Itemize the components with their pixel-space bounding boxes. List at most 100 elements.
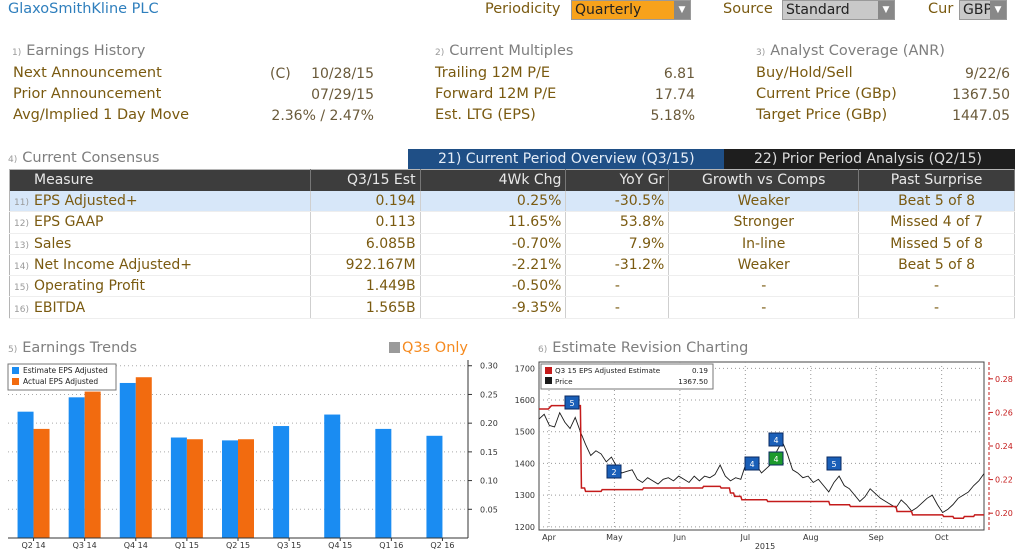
plot-frame (538, 361, 985, 531)
row-number: 15) (14, 283, 29, 294)
surprise-cell: Beat 5 of 8 (858, 190, 1015, 213)
actual-bar (238, 439, 254, 538)
event-marker-label: 4 (773, 436, 778, 445)
section-title: Analyst Coverage (ANR) (770, 43, 945, 59)
table-row[interactable]: 12) EPS GAAP 0.113 11.65% 53.8% Stronger Misse… (9, 211, 1015, 234)
change-cell: -9.35% (420, 296, 567, 319)
change-cell: 0.25% (420, 190, 567, 213)
y-tick-label: 0.05 (480, 505, 498, 514)
measure-name[interactable]: Sales (34, 235, 72, 252)
buy-hold-sell-value: 9/22/6 (964, 66, 1010, 82)
checkbox-icon[interactable] (389, 342, 400, 353)
estimate-cell: 922.167M (310, 254, 421, 277)
event-marker-label: 4 (773, 455, 778, 464)
x-tick-label: Q1 16 (379, 541, 403, 550)
growth-cell: - (668, 275, 860, 298)
chevron-down-icon[interactable]: ▼ (674, 1, 690, 19)
legend-value-price: 1367.50 (678, 377, 708, 386)
yoy-cell: 7.9% (565, 233, 670, 255)
forward-pe-label: Forward 12M P/E (435, 86, 557, 102)
estimate-bar (222, 440, 238, 538)
tab-prior-period-analysis[interactable]: 22) Prior Period Analysis (Q2/15) (724, 149, 1015, 169)
growth-cell: Stronger (668, 211, 860, 234)
legend-value-estimate: 0.19 (692, 366, 708, 375)
current-multiples-heading[interactable]: 2) Current Multiples (435, 43, 573, 59)
left-y-tick-label: 1500 (515, 428, 535, 437)
buy-hold-sell-label: Buy/Hold/Sell (756, 65, 853, 81)
legend-label-estimate: Q3 15 EPS Adjusted Estimate (555, 366, 661, 375)
analyst-coverage-heading[interactable]: 3) Analyst Coverage (ANR) (756, 43, 945, 59)
chevron-down-icon[interactable]: ▼ (878, 1, 894, 19)
actual-bar (33, 428, 50, 538)
measure-name[interactable]: Operating Profit (34, 278, 145, 295)
tab-current-period-overview[interactable]: 21) Current Period Overview (Q3/15) (408, 149, 724, 169)
column-header-growth-vs-comps[interactable]: Growth vs Comps (668, 169, 860, 191)
row-number: 14) (14, 262, 29, 273)
column-header-past-surprise[interactable]: Past Surprise (858, 169, 1015, 191)
periodicity-dropdown[interactable]: Quarterly ▼ (571, 0, 691, 20)
legend-swatch-actual (12, 378, 19, 385)
measure-name[interactable]: EPS Adjusted+ (34, 192, 138, 209)
row-number: 13) (14, 240, 29, 251)
x-tick-label: Sep (869, 533, 884, 542)
event-marker-box (744, 456, 760, 471)
estimate-cell: 6.085B (310, 233, 421, 255)
measure-cell: 13) Sales (9, 233, 311, 255)
current-price-value: 1367.50 (952, 87, 1010, 103)
left-y-tick-label: 1600 (515, 396, 535, 405)
right-y-tick-label: 0.22 (995, 476, 1013, 485)
current-consensus-heading[interactable]: 4) Current Consensus (8, 150, 159, 166)
change-cell: -2.21% (420, 254, 567, 277)
table-row[interactable]: 16) EBITDA 1.565B -9.35% - - - (9, 296, 1015, 319)
event-marker-label: 5 (831, 460, 836, 469)
earnings-trends-heading[interactable]: 5) Earnings Trends (8, 340, 137, 356)
yoy-cell: -30.5% (565, 190, 670, 213)
chevron-down-icon[interactable]: ▼ (990, 1, 1006, 19)
current-price-label: Current Price (GBp) (756, 86, 897, 102)
q3s-only-label: Q3s Only (402, 340, 469, 356)
earnings-history-heading[interactable]: 1) Earnings History (12, 43, 145, 59)
measure-name[interactable]: EBITDA (34, 299, 86, 316)
estimate-bar (17, 411, 34, 538)
change-cell: -0.50% (420, 275, 567, 298)
table-row[interactable]: 14) Net Income Adjusted+ 922.167M -2.21% -31… (9, 254, 1015, 277)
event-marker: 2 (606, 464, 622, 479)
x-tick-label: Q4 15 (328, 541, 352, 550)
x-tick-label: Q2 16 (430, 541, 454, 550)
estimate-cell: 0.113 (310, 211, 421, 234)
column-header-4wk-change[interactable]: 4Wk Chg (420, 169, 567, 191)
left-y-tick-label: 1300 (515, 491, 535, 500)
currency-dropdown[interactable]: GBP ▼ (959, 0, 1007, 20)
column-header-yoy-growth[interactable]: YoY Gr (565, 169, 670, 191)
company-name[interactable]: GlaxoSmithKline PLC (8, 1, 159, 17)
est-ltg-label: Est. LTG (EPS) (435, 107, 536, 123)
yoy-cell: - (565, 275, 670, 298)
currency-label: Cur (928, 1, 954, 17)
price-line (538, 411, 985, 514)
row-number: 11) (14, 197, 29, 208)
column-header-estimate[interactable]: Q3/15 Est (310, 169, 421, 191)
section-number: 5) (8, 345, 18, 355)
event-marker-box (826, 456, 842, 471)
q3s-only-toggle[interactable]: Q3s Only (389, 340, 468, 356)
table-row[interactable]: 11) EPS Adjusted+ 0.194 0.25% -30.5% Weaker Be… (9, 190, 1015, 213)
estimate-revision-heading[interactable]: 6) Estimate Revision Charting (538, 340, 748, 356)
est-ltg-value: 5.18% (650, 108, 695, 124)
measure-cell: 14) Net Income Adjusted+ (9, 254, 311, 277)
estimate-cell: 1.449B (310, 275, 421, 298)
right-y-tick-label: 0.20 (995, 509, 1013, 518)
measure-name[interactable]: EPS GAAP (34, 214, 104, 231)
table-row[interactable]: 15) Operating Profit 1.449B -0.50% - - - (9, 275, 1015, 298)
source-dropdown[interactable]: Standard ▼ (782, 0, 895, 20)
legend-swatch-estimate (12, 367, 19, 374)
section-number: 6) (538, 345, 548, 355)
surprise-cell: Beat 5 of 8 (858, 254, 1015, 277)
next-announcement-value: 10/28/15 (311, 66, 374, 82)
table-row[interactable]: 13) Sales 6.085B -0.70% 7.9% In-line Missed 5 … (9, 233, 1015, 255)
event-marker: 4 (744, 456, 760, 471)
x-tick-label: May (606, 533, 623, 542)
x-tick-label: Q1 15 (175, 541, 199, 550)
measure-name[interactable]: Net Income Adjusted+ (34, 257, 192, 274)
column-header-measure[interactable]: Measure (9, 169, 311, 191)
change-cell: 11.65% (420, 211, 567, 234)
